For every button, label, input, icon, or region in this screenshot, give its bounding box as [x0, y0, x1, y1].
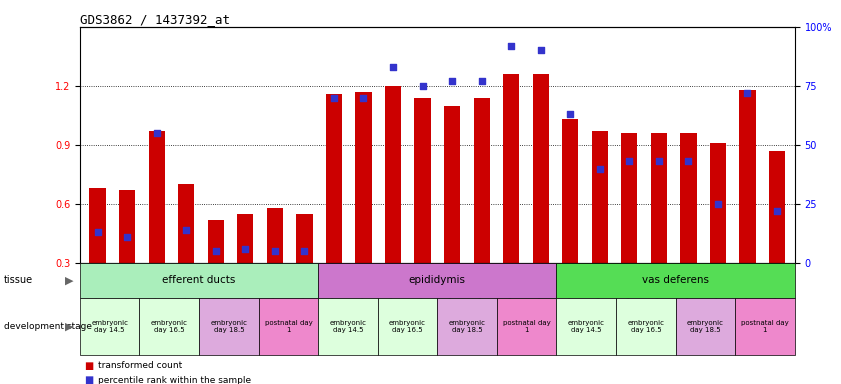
Text: epididymis: epididymis [409, 275, 466, 285]
Point [268, 248, 282, 254]
Text: percentile rank within the sample: percentile rank within the sample [98, 376, 251, 384]
Text: embryonic
day 16.5: embryonic day 16.5 [627, 320, 664, 333]
Bar [208, 220, 224, 263]
Bar [621, 133, 637, 263]
Bar [680, 133, 696, 263]
Text: efferent ducts: efferent ducts [162, 275, 235, 285]
Text: postnatal day
1: postnatal day 1 [741, 320, 789, 333]
Point [622, 159, 636, 165]
Text: GDS3862 / 1437392_at: GDS3862 / 1437392_at [80, 13, 230, 26]
Text: ■: ■ [84, 361, 93, 371]
Bar [89, 188, 106, 263]
Bar [149, 131, 165, 263]
Point [475, 78, 489, 84]
Text: transformed count: transformed count [98, 361, 182, 370]
Point [179, 227, 193, 233]
Point [150, 130, 163, 136]
Text: embryonic
day 18.5: embryonic day 18.5 [687, 320, 724, 333]
Point [652, 159, 665, 165]
Bar [562, 119, 579, 263]
Text: development stage: development stage [4, 322, 93, 331]
Bar [325, 94, 342, 263]
Text: ■: ■ [84, 375, 93, 384]
Text: tissue: tissue [4, 275, 34, 285]
Bar [119, 190, 135, 263]
Text: embryonic
day 14.5: embryonic day 14.5 [568, 320, 605, 333]
Point [386, 64, 399, 70]
Bar [296, 214, 313, 263]
Point [239, 246, 252, 252]
Bar [532, 74, 549, 263]
Text: embryonic
day 14.5: embryonic day 14.5 [330, 320, 367, 333]
Text: embryonic
day 18.5: embryonic day 18.5 [448, 320, 485, 333]
Bar [267, 208, 283, 263]
Text: postnatal day
1: postnatal day 1 [265, 320, 312, 333]
Bar [473, 98, 489, 263]
Point [415, 83, 429, 89]
Point [120, 234, 134, 240]
Bar [356, 92, 372, 263]
Point [534, 47, 547, 53]
Text: embryonic
day 16.5: embryonic day 16.5 [389, 320, 426, 333]
Bar [739, 90, 755, 263]
Text: embryonic
day 18.5: embryonic day 18.5 [210, 320, 247, 333]
Point [682, 159, 696, 165]
Bar [651, 133, 667, 263]
Point [563, 111, 577, 118]
Text: ▶: ▶ [65, 275, 73, 285]
Point [446, 78, 459, 84]
Point [298, 248, 311, 254]
Text: embryonic
day 14.5: embryonic day 14.5 [91, 320, 128, 333]
Point [505, 43, 518, 49]
Text: embryonic
day 16.5: embryonic day 16.5 [151, 320, 188, 333]
Bar [444, 106, 460, 263]
Bar [415, 98, 431, 263]
Point [357, 95, 370, 101]
Bar [592, 131, 608, 263]
Point [593, 166, 606, 172]
Point [741, 90, 754, 96]
Bar [178, 184, 194, 263]
Point [91, 229, 104, 235]
Point [209, 248, 223, 254]
Text: ▶: ▶ [65, 321, 73, 331]
Bar [503, 74, 519, 263]
Bar [237, 214, 253, 263]
Text: postnatal day
1: postnatal day 1 [503, 320, 551, 333]
Bar [769, 151, 785, 263]
Bar [710, 143, 726, 263]
Bar [385, 86, 401, 263]
Point [327, 95, 341, 101]
Point [770, 208, 784, 214]
Point [711, 201, 725, 207]
Text: vas deferens: vas deferens [642, 275, 709, 285]
